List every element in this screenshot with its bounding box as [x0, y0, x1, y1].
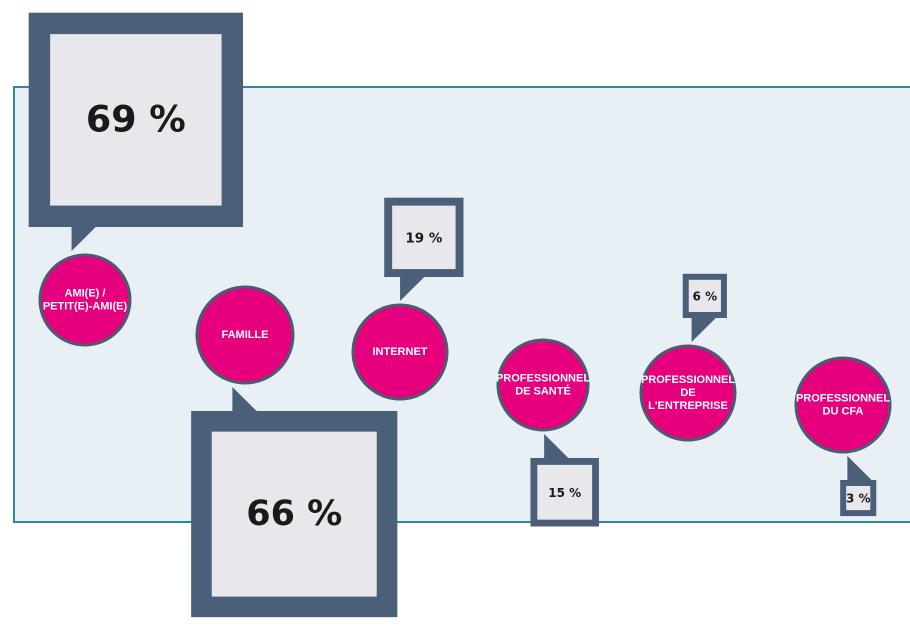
- value-label: 19 %: [405, 230, 442, 246]
- category-label: PROFESSIONNEL: [641, 374, 735, 386]
- category-bubble: [639, 344, 737, 442]
- category-bubble: [496, 338, 590, 432]
- callout-pointer: [847, 456, 873, 481]
- category-bubble: [794, 356, 892, 454]
- callout-pointer: [232, 387, 258, 412]
- callout-pointer: [691, 317, 717, 342]
- callout-inner: [211, 431, 377, 597]
- value-label: 6 %: [693, 289, 718, 303]
- callout-inner: [50, 34, 222, 206]
- callout-pointer: [71, 226, 97, 251]
- category-label: DU CFA: [823, 405, 864, 417]
- category-label: FAMILLE: [221, 329, 268, 341]
- category-bubble: [351, 303, 449, 401]
- category-label: DE: [680, 387, 695, 399]
- value-label: 15 %: [548, 486, 581, 500]
- value-label: 3 %: [846, 492, 871, 506]
- callout-pointer: [544, 434, 570, 459]
- callout-inner: [688, 279, 721, 312]
- category-label: INTERNET: [373, 346, 428, 358]
- callout-inner: [392, 205, 456, 270]
- category-label: PETIT(E)-AMI(E): [43, 300, 128, 312]
- callout-pointer: [400, 276, 426, 301]
- category-label: AMI(E) /: [65, 287, 106, 299]
- category-bubble: [195, 285, 295, 385]
- value-label: 69 %: [86, 97, 186, 140]
- category-label: L'ENTREPRISE: [648, 400, 728, 412]
- category-label: PROFESSIONNEL: [796, 392, 890, 404]
- callout-inner: [846, 486, 871, 511]
- value-label: 66 %: [246, 493, 342, 534]
- callout-inner: [537, 464, 593, 520]
- category-label: DE SANTÉ: [515, 384, 571, 397]
- category-bubble: [38, 253, 132, 347]
- category-label: PROFESSIONNEL: [496, 372, 590, 384]
